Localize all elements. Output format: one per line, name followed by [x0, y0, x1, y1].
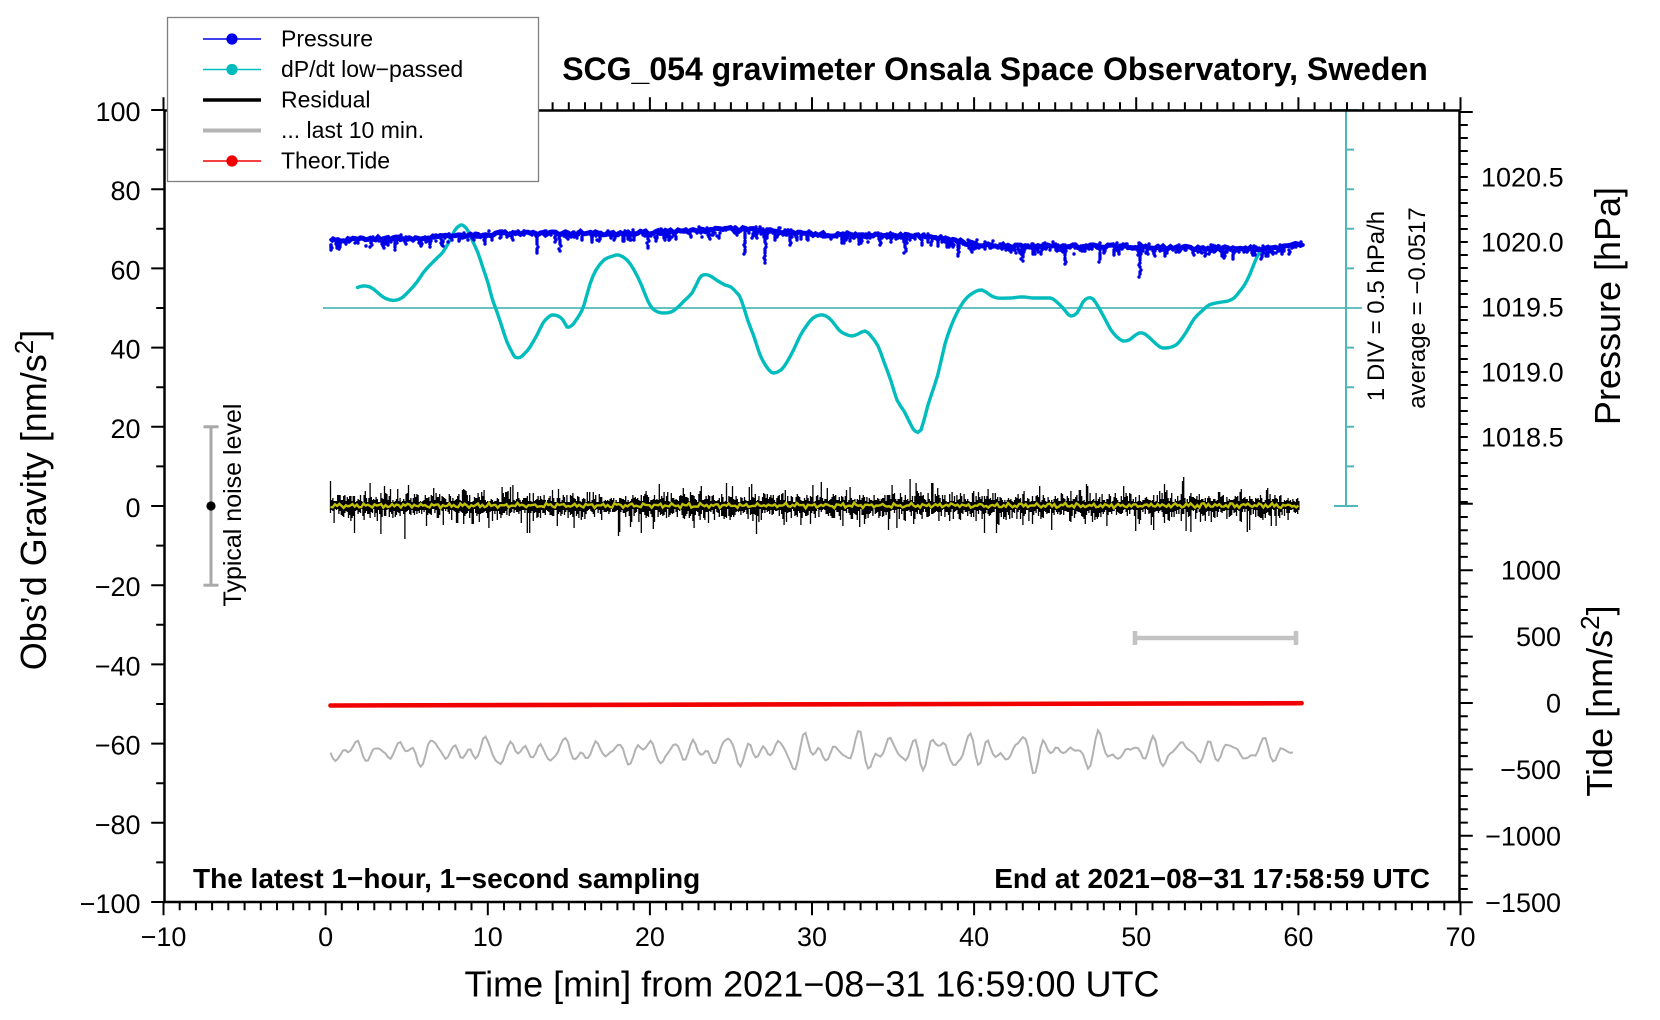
svg-text:40: 40	[959, 922, 989, 952]
svg-text:1020.0: 1020.0	[1481, 228, 1564, 258]
svg-text:Tide [nm/s2]: Tide [nm/s2]	[1575, 605, 1620, 796]
svg-text:−40: −40	[95, 651, 141, 681]
svg-text:60: 60	[110, 255, 140, 285]
svg-text:20: 20	[110, 414, 140, 444]
svg-text:0: 0	[1546, 689, 1561, 719]
svg-text:1019.0: 1019.0	[1481, 358, 1564, 388]
svg-text:40: 40	[110, 335, 140, 365]
svg-text:−60: −60	[95, 731, 141, 761]
svg-text:60: 60	[1283, 922, 1313, 952]
svg-text:−80: −80	[95, 810, 141, 840]
svg-text:−10: −10	[141, 922, 187, 952]
svg-text:1020.5: 1020.5	[1481, 163, 1564, 193]
svg-text:1018.5: 1018.5	[1481, 423, 1564, 453]
svg-text:70: 70	[1445, 922, 1475, 952]
svg-text:−100: −100	[80, 889, 141, 919]
svg-text:Pressure: Pressure	[281, 26, 373, 52]
svg-text:... last 10 min.: ... last 10 min.	[281, 117, 424, 143]
svg-text:−1000: −1000	[1485, 821, 1561, 851]
svg-text:−500: −500	[1500, 755, 1561, 785]
svg-text:Pressure [hPa]: Pressure [hPa]	[1587, 187, 1628, 425]
svg-text:80: 80	[110, 176, 140, 206]
svg-text:500: 500	[1516, 622, 1561, 652]
svg-text:100: 100	[95, 97, 140, 127]
svg-text:0: 0	[318, 922, 333, 952]
svg-text:50: 50	[1121, 922, 1151, 952]
svg-text:30: 30	[797, 922, 827, 952]
svg-text:0: 0	[125, 493, 140, 523]
svg-text:Theor.Tide: Theor.Tide	[281, 148, 390, 174]
svg-text:End at 2021−08−31 17:58:59 UTC: End at 2021−08−31 17:58:59 UTC	[994, 863, 1430, 894]
svg-text:1000: 1000	[1501, 556, 1561, 586]
svg-text:dP/dt low−passed: dP/dt low−passed	[281, 56, 463, 82]
svg-text:SCG_054 gravimeter Onsala Spac: SCG_054 gravimeter Onsala Space Observat…	[562, 51, 1428, 87]
svg-text:−20: −20	[95, 572, 141, 602]
svg-text:10: 10	[473, 922, 503, 952]
svg-text:Residual: Residual	[281, 87, 371, 113]
svg-text:1019.5: 1019.5	[1481, 293, 1564, 323]
svg-text:1 DIV = 0.5 hPa/h: 1 DIV = 0.5 hPa/h	[1363, 211, 1390, 401]
svg-text:Time [min] from 2021−08−31 16:: Time [min] from 2021−08−31 16:59:00 UTC	[464, 964, 1159, 1005]
svg-text:The latest 1−hour, 1−second sa: The latest 1−hour, 1−second sampling	[193, 863, 700, 894]
svg-text:20: 20	[635, 922, 665, 952]
svg-text:Typical noise level: Typical noise level	[219, 404, 247, 607]
svg-text:average = −0.0517: average = −0.0517	[1404, 207, 1431, 409]
svg-text:−1500: −1500	[1485, 888, 1561, 918]
svg-text:Obs’d Gravity [nm/s2]: Obs’d Gravity [nm/s2]	[9, 330, 54, 671]
